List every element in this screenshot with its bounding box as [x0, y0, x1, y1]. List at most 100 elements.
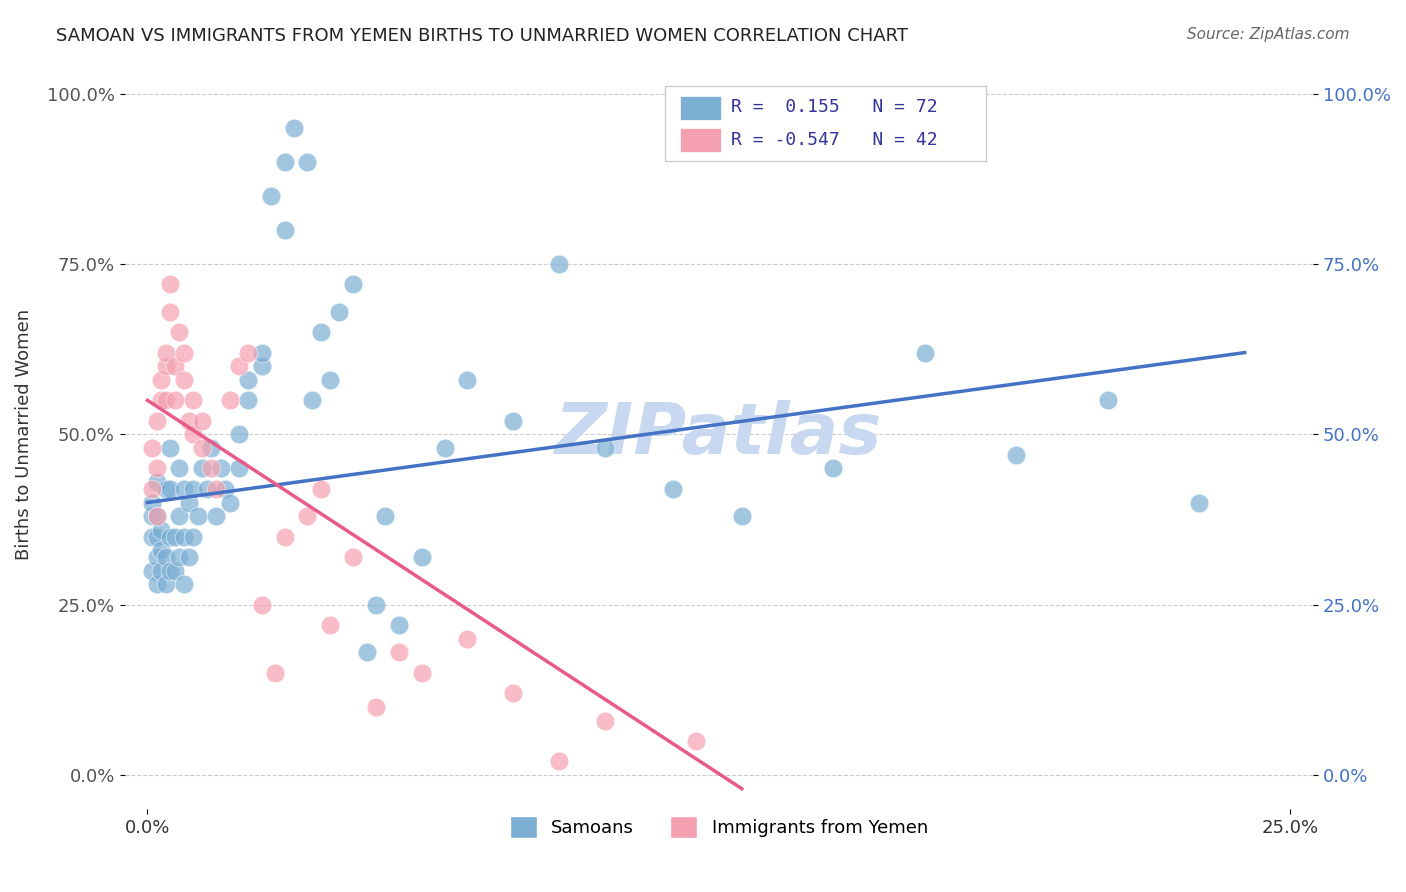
- Point: [297, 509, 319, 524]
- Point: [141, 509, 163, 524]
- Point: [163, 530, 186, 544]
- Point: [141, 482, 163, 496]
- Point: [155, 345, 177, 359]
- Point: [328, 304, 350, 318]
- Point: [181, 427, 204, 442]
- Point: [250, 345, 273, 359]
- Point: [173, 373, 195, 387]
- Point: [457, 373, 479, 387]
- Point: [309, 325, 332, 339]
- Point: [141, 530, 163, 544]
- Point: [150, 393, 173, 408]
- Point: [685, 734, 707, 748]
- Point: [264, 665, 287, 680]
- Point: [205, 509, 228, 524]
- Point: [145, 549, 167, 564]
- Point: [218, 495, 240, 509]
- Point: [141, 495, 163, 509]
- Point: [159, 277, 181, 292]
- Point: [155, 549, 177, 564]
- Point: [388, 618, 411, 632]
- Point: [145, 475, 167, 489]
- Point: [283, 120, 305, 135]
- Point: [433, 441, 456, 455]
- Point: [823, 461, 845, 475]
- Point: [209, 461, 232, 475]
- Point: [228, 461, 250, 475]
- Point: [356, 645, 378, 659]
- Point: [169, 325, 191, 339]
- Point: [236, 393, 259, 408]
- Point: [200, 461, 222, 475]
- Point: [141, 441, 163, 455]
- Point: [181, 393, 204, 408]
- Point: [150, 523, 173, 537]
- Point: [145, 530, 167, 544]
- Point: [163, 393, 186, 408]
- Point: [163, 359, 186, 374]
- FancyBboxPatch shape: [679, 95, 721, 120]
- Point: [173, 530, 195, 544]
- Point: [319, 618, 342, 632]
- Point: [187, 509, 209, 524]
- Point: [273, 223, 295, 237]
- Point: [150, 373, 173, 387]
- Point: [191, 441, 214, 455]
- Point: [191, 414, 214, 428]
- Point: [593, 714, 616, 728]
- Point: [145, 577, 167, 591]
- FancyBboxPatch shape: [665, 86, 987, 161]
- FancyBboxPatch shape: [679, 128, 721, 152]
- Point: [218, 393, 240, 408]
- Point: [145, 509, 167, 524]
- Point: [159, 564, 181, 578]
- Point: [364, 598, 387, 612]
- Point: [191, 461, 214, 475]
- Point: [273, 154, 295, 169]
- Point: [205, 482, 228, 496]
- Point: [1005, 448, 1028, 462]
- Point: [163, 564, 186, 578]
- Text: R =  0.155   N = 72: R = 0.155 N = 72: [731, 98, 938, 116]
- Point: [342, 277, 364, 292]
- Point: [228, 427, 250, 442]
- Point: [195, 482, 218, 496]
- Point: [173, 577, 195, 591]
- Point: [200, 441, 222, 455]
- Text: SAMOAN VS IMMIGRANTS FROM YEMEN BIRTHS TO UNMARRIED WOMEN CORRELATION CHART: SAMOAN VS IMMIGRANTS FROM YEMEN BIRTHS T…: [56, 27, 908, 45]
- Point: [159, 530, 181, 544]
- Point: [662, 482, 685, 496]
- Point: [319, 373, 342, 387]
- Point: [155, 359, 177, 374]
- Point: [173, 482, 195, 496]
- Point: [145, 509, 167, 524]
- Point: [150, 564, 173, 578]
- Point: [169, 549, 191, 564]
- Point: [159, 482, 181, 496]
- Point: [159, 441, 181, 455]
- Point: [914, 345, 936, 359]
- Text: Source: ZipAtlas.com: Source: ZipAtlas.com: [1187, 27, 1350, 42]
- Point: [364, 700, 387, 714]
- Point: [342, 549, 364, 564]
- Point: [374, 509, 396, 524]
- Point: [250, 359, 273, 374]
- Text: R = -0.547   N = 42: R = -0.547 N = 42: [731, 131, 938, 149]
- Point: [181, 530, 204, 544]
- Point: [593, 441, 616, 455]
- Point: [177, 414, 200, 428]
- Point: [214, 482, 236, 496]
- Point: [236, 345, 259, 359]
- Point: [250, 598, 273, 612]
- Point: [173, 345, 195, 359]
- Legend: Samoans, Immigrants from Yemen: Samoans, Immigrants from Yemen: [502, 809, 935, 845]
- Point: [388, 645, 411, 659]
- Point: [155, 393, 177, 408]
- Point: [273, 530, 295, 544]
- Point: [411, 665, 433, 680]
- Point: [236, 373, 259, 387]
- Point: [177, 495, 200, 509]
- Point: [177, 549, 200, 564]
- Point: [1097, 393, 1119, 408]
- Point: [169, 509, 191, 524]
